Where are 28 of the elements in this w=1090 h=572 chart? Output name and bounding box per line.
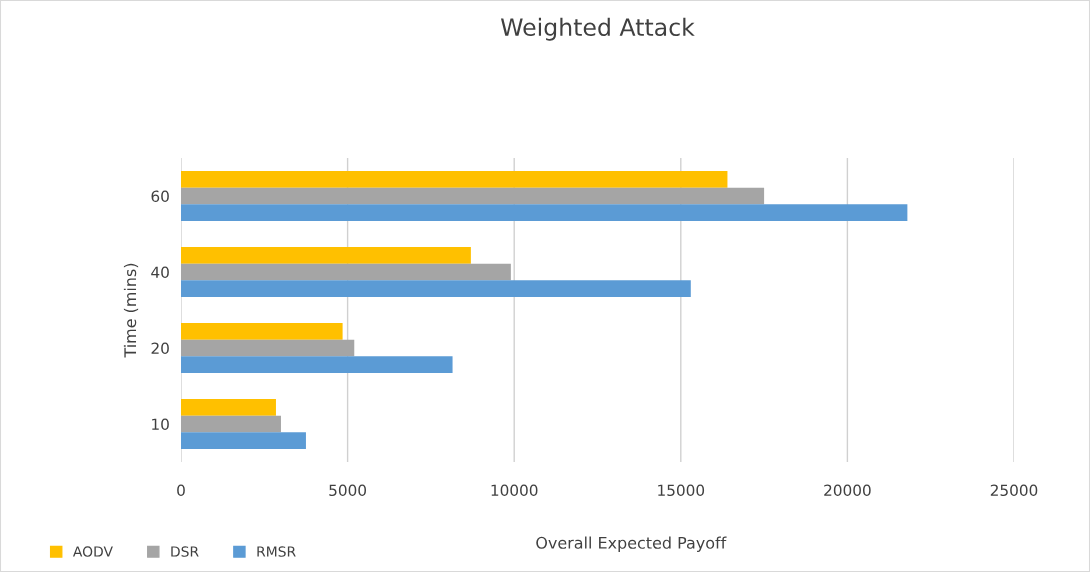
y-tick-label: 60 (151, 190, 169, 203)
y-tick-label: 20 (151, 342, 169, 355)
bar (181, 280, 691, 298)
bar (181, 246, 471, 264)
bar (181, 398, 276, 416)
bar (181, 356, 453, 374)
bar (181, 415, 281, 433)
bar (181, 187, 765, 205)
bar (181, 204, 908, 222)
chart-title: Weighted Attack (500, 17, 695, 41)
x-tick-label: 20000 (824, 484, 871, 497)
x-tick-label: 15000 (658, 484, 705, 497)
x-tick-label: 25000 (990, 484, 1038, 497)
bar (181, 339, 355, 357)
x-tick-label: 5000 (329, 484, 367, 497)
x-axis-title: Overall Expected Payoff (536, 536, 727, 552)
bar (181, 263, 511, 281)
legend-label: RMSR (257, 546, 296, 557)
bar (181, 432, 306, 450)
y-tick-label: 10 (152, 418, 169, 431)
y-tick-label: 40 (151, 266, 169, 279)
legend-label: AODV (72, 546, 113, 557)
x-tick-label: 10000 (491, 484, 538, 497)
legend-label: DSR (171, 546, 199, 557)
y-axis-title: Time (mins) (123, 263, 139, 358)
x-tick-label: 0 (177, 484, 185, 497)
bar (181, 170, 728, 188)
bar (181, 322, 343, 340)
